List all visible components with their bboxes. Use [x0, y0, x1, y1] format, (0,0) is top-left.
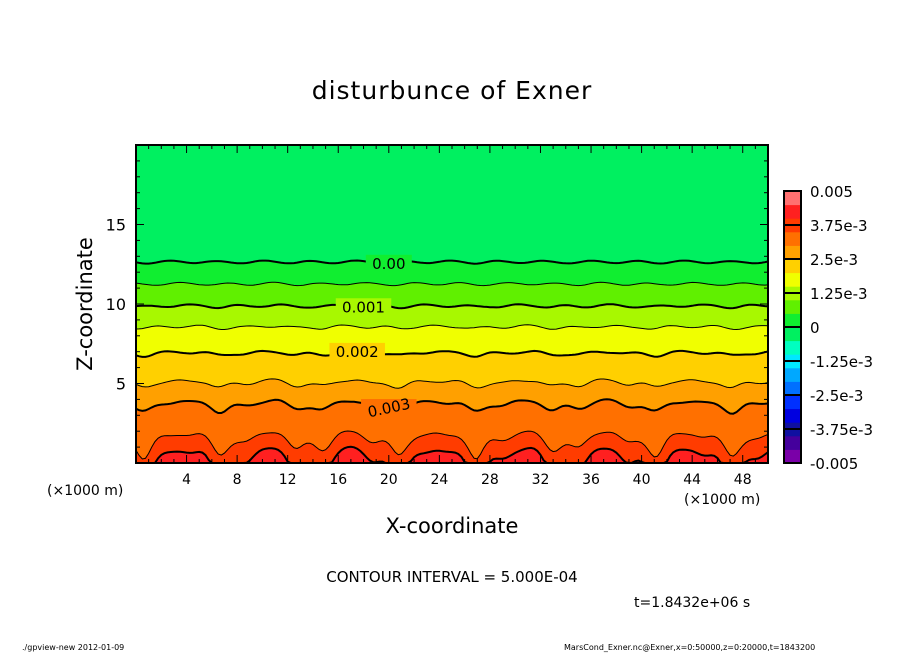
x-tick-label: 16	[329, 472, 347, 488]
x-tick-label: 44	[683, 472, 701, 488]
contour-label-bg	[361, 399, 417, 416]
footer-left: ./gpview-new 2012-01-09	[22, 643, 125, 652]
contour-label: 0.002	[336, 343, 379, 361]
x-tick-label: 28	[481, 472, 499, 488]
contour-line	[135, 303, 769, 310]
contour-band	[136, 446, 768, 463]
colorbar-swatch	[784, 313, 801, 328]
contour-label-bg	[329, 342, 385, 359]
contour-line	[135, 324, 769, 331]
colorbar-swatch	[784, 259, 801, 274]
colorbar-swatch	[784, 435, 801, 450]
colorbar-swatch	[784, 327, 801, 342]
colorbar-swatch	[784, 231, 801, 246]
colorbar-swatch	[784, 204, 801, 219]
colorbar-swatch	[784, 245, 801, 260]
contour-label: 0.001	[342, 298, 385, 316]
colorbar-label: -0.005	[810, 455, 858, 473]
x-tick-label: 4	[182, 472, 191, 488]
x-tick-label: 48	[734, 472, 752, 488]
contour-line	[135, 378, 769, 389]
x-unit-right: (×1000 m)	[684, 492, 761, 508]
footer-right: MarsCond_Exner.nc@Exner,x=0:50000,z=0:20…	[564, 643, 816, 652]
contour-label-bg	[335, 298, 392, 315]
x-axis-label: X-coordinate	[385, 514, 519, 538]
colorbar-label: 3.75e-3	[810, 217, 868, 235]
x-tick-label: 36	[582, 472, 600, 488]
contour-line	[135, 259, 769, 265]
x-tick-label: 12	[279, 472, 297, 488]
contour-label-bg	[365, 254, 412, 271]
contour-line	[135, 349, 769, 358]
colorbar-label: 0	[810, 319, 820, 337]
colorbar-swatch	[784, 408, 801, 423]
colorbar-swatch	[784, 191, 801, 206]
contour-line	[135, 398, 769, 415]
colorbar-label: 0.005	[810, 183, 853, 201]
colorbar-label: -1.25e-3	[810, 353, 873, 371]
colorbar-label: 1.25e-3	[810, 285, 868, 303]
colorbar-swatch	[784, 367, 801, 382]
chart-title: disturbunce of Exner	[311, 76, 593, 105]
colorbar-swatch	[784, 381, 801, 396]
x-tick-label: 40	[633, 472, 651, 488]
y-tick-label: 5	[116, 375, 126, 394]
y-tick-label: 15	[106, 216, 126, 235]
x-tick-label: 32	[532, 472, 550, 488]
colorbar-swatch	[784, 340, 801, 355]
time-text: t=1.8432e+06 s	[634, 595, 751, 611]
contour-interval-text: CONTOUR INTERVAL = 5.000E-04	[326, 568, 578, 586]
colorbar-label: -2.5e-3	[810, 387, 863, 405]
contour-line	[135, 430, 769, 460]
colorbar-swatch	[784, 449, 801, 464]
colorbar-swatch	[784, 395, 801, 410]
contour-line	[135, 281, 769, 287]
colorbar-swatch	[784, 299, 801, 314]
colorbar-label: 2.5e-3	[810, 251, 858, 269]
x-unit-left: (×1000 m)	[47, 483, 124, 499]
x-tick-label: 20	[380, 472, 398, 488]
x-tick-label: 8	[233, 472, 242, 488]
colorbar-swatch	[784, 272, 801, 287]
contour-label: 0.00	[372, 255, 405, 273]
y-tick-label: 10	[106, 295, 126, 314]
x-tick-label: 24	[430, 472, 448, 488]
colorbar-label: -3.75e-3	[810, 421, 873, 439]
